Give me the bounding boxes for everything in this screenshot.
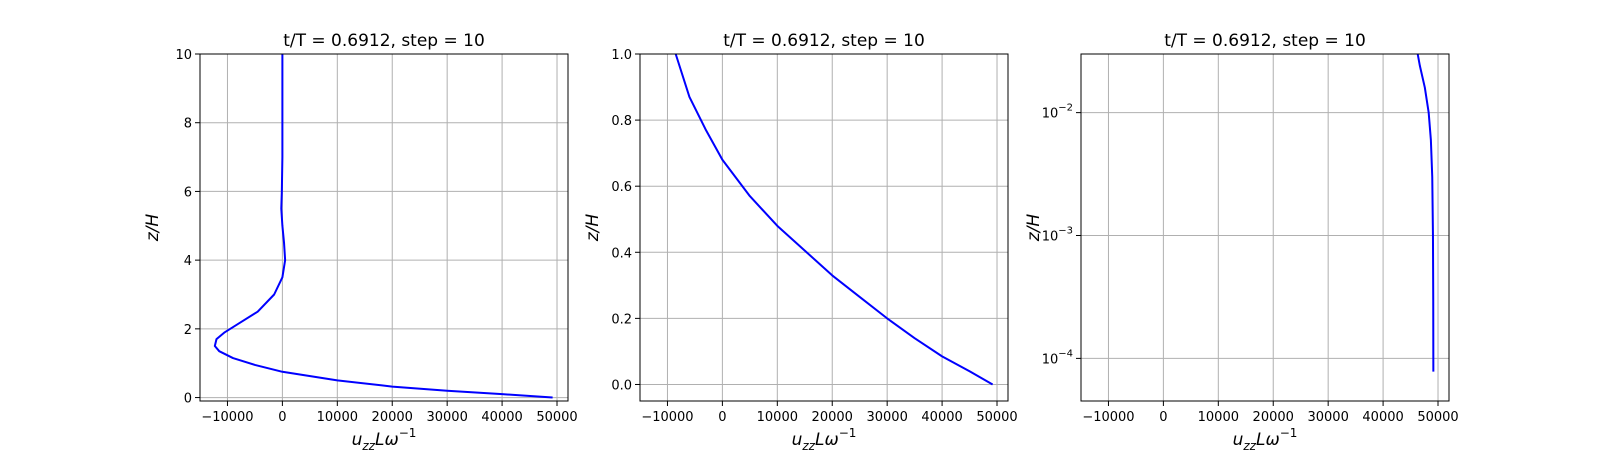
x-tick-label: 50000 <box>536 410 577 425</box>
x-tick-label: 50000 <box>1417 410 1458 425</box>
axes-frame <box>639 53 1009 402</box>
x-tick-label: 20000 <box>1253 410 1294 425</box>
y-axis-label: z/H <box>143 214 163 243</box>
y-tick-label: 0.2 <box>611 312 632 327</box>
x-tick-label: 10000 <box>317 410 358 425</box>
x-axis-label: uzzLω−1 <box>1233 426 1298 450</box>
x-axis-label: uzzLω−1 <box>792 426 857 450</box>
chart-title: t/T = 0.6912, step = 10 <box>1164 31 1366 51</box>
chart-panel-3: −10000 0 10000 20000 30000 40000 50000 10−4 10−3… <box>1024 31 1459 450</box>
chart-panel-1: −10000 0 10000 20000 30000 40000 50000 0 2 4 6 8 10 t… <box>143 31 578 450</box>
y-tick-label: 6 <box>184 185 192 200</box>
y-tick-label: 0.0 <box>611 378 632 393</box>
x-tick-label: 40000 <box>921 410 962 425</box>
x-tick-label: 30000 <box>1307 410 1348 425</box>
x-tick-label: 50000 <box>976 410 1017 425</box>
x-axis-label: uzzLω−1 <box>352 426 417 450</box>
series-line <box>213 54 553 399</box>
chart-title: t/T = 0.6912, step = 10 <box>283 31 485 51</box>
y-tick-label: 0.8 <box>611 114 632 129</box>
x-tick-label: −10000 <box>641 410 693 425</box>
chart-panel-2: −10000 0 10000 20000 30000 40000 50000 0.0 0.2 0.… <box>583 31 1018 450</box>
x-tick-label: −10000 <box>1082 410 1134 425</box>
x-tick-label: 10000 <box>757 410 798 425</box>
y-tick-label: 4 <box>184 254 192 269</box>
axes-frame <box>199 53 569 402</box>
y-tick-label: 10−4 <box>1042 348 1073 367</box>
x-tick-label: 0 <box>1159 410 1167 425</box>
x-tick-label: 0 <box>278 410 286 425</box>
axes-frame <box>1080 53 1450 402</box>
y-tick-label: 1.0 <box>611 48 632 63</box>
y-tick-label: 2 <box>184 323 192 338</box>
x-tick-label: 20000 <box>372 410 413 425</box>
x-tick-label: 20000 <box>812 410 853 425</box>
y-tick-label: 0 <box>184 392 192 407</box>
x-tick-label: 10000 <box>1198 410 1239 425</box>
y-axis-label: z/H <box>583 214 603 243</box>
y-tick-label: 10−3 <box>1042 226 1073 245</box>
chart-title: t/T = 0.6912, step = 10 <box>723 31 925 51</box>
x-tick-label: 0 <box>718 410 726 425</box>
series-line <box>1416 53 1435 372</box>
series-line <box>674 53 994 386</box>
x-tick-label: 30000 <box>866 410 907 425</box>
x-tick-label: 40000 <box>1362 410 1403 425</box>
x-tick-label: 30000 <box>426 410 467 425</box>
x-tick-label: 40000 <box>481 410 522 425</box>
y-tick-label: 0.4 <box>611 246 632 261</box>
y-tick-label: 8 <box>184 117 192 132</box>
y-tick-label: 10 <box>175 48 192 63</box>
y-tick-label: 10−2 <box>1042 103 1073 122</box>
y-axis-label: z/H <box>1024 214 1044 243</box>
y-tick-label: 0.6 <box>611 180 632 195</box>
x-tick-label: −10000 <box>201 410 253 425</box>
